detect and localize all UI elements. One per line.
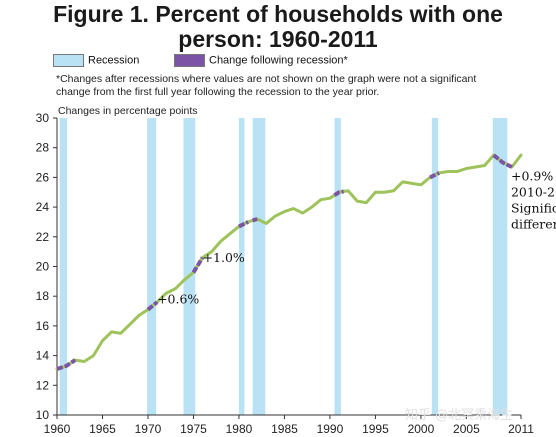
data-point-1965 bbox=[101, 339, 104, 342]
highlight-segment-4 bbox=[251, 217, 258, 223]
data-point-2005 bbox=[465, 167, 468, 170]
title-line-2: person: 1960-2011 bbox=[178, 26, 378, 52]
y-tick-label-4: 18 bbox=[36, 289, 50, 303]
data-point-1973 bbox=[174, 287, 177, 290]
data-point-1988 bbox=[310, 205, 313, 209]
data-point-2003 bbox=[447, 170, 450, 173]
legend-item-change: Change following recession* bbox=[174, 54, 348, 68]
y-tick-label-2: 14 bbox=[36, 349, 50, 363]
annotation-2: +0.9%2010-2011Significantdifference bbox=[511, 168, 556, 231]
recession-band-0 bbox=[59, 118, 68, 415]
y-tick-label-6: 22 bbox=[36, 230, 50, 244]
highlight-segment-6 bbox=[429, 171, 440, 180]
data-point-1967 bbox=[119, 332, 122, 335]
data-point-1979 bbox=[228, 232, 232, 236]
y-tick-label-3: 16 bbox=[36, 319, 50, 333]
footnote-line-2: change from the first full year followin… bbox=[56, 86, 380, 98]
data-point-1972 bbox=[164, 292, 168, 295]
annotation-0-line-0: +0.6% bbox=[157, 292, 199, 307]
data-point-2006 bbox=[474, 165, 477, 169]
data-point-1986 bbox=[292, 207, 295, 210]
data-point-1997 bbox=[392, 189, 395, 192]
recession-swatch bbox=[53, 54, 84, 67]
data-point-1992 bbox=[346, 189, 350, 192]
highlight-segment-5 bbox=[333, 189, 344, 197]
recession-band-2 bbox=[183, 118, 196, 415]
x-tick-label-3: 1975 bbox=[180, 422, 207, 436]
data-point-1983 bbox=[265, 222, 268, 225]
x-tick-label-0: 1960 bbox=[44, 422, 71, 436]
recession-band-5 bbox=[334, 118, 341, 415]
data-point-2000 bbox=[419, 183, 423, 187]
highlight-segment-3 bbox=[238, 220, 249, 229]
data-point-1977 bbox=[210, 250, 213, 253]
y-tick-label-10: 30 bbox=[36, 111, 50, 125]
annotation-2-line-1: 2010-2011 bbox=[511, 184, 556, 199]
data-point-1969 bbox=[137, 314, 141, 317]
data-point-1963 bbox=[83, 360, 86, 363]
y-tick-label-5: 20 bbox=[36, 260, 50, 274]
legend-label-recession: Recession bbox=[88, 54, 140, 67]
data-point-1996 bbox=[383, 191, 386, 194]
x-tick-label-4: 1980 bbox=[226, 422, 253, 436]
data-point-1998 bbox=[401, 180, 404, 184]
y-tick-label-1: 12 bbox=[36, 378, 50, 392]
y-tick-label-8: 26 bbox=[36, 170, 50, 184]
y-tick-label-7: 24 bbox=[36, 200, 50, 214]
data-point-1995 bbox=[374, 191, 377, 194]
data-point-1964 bbox=[92, 354, 95, 357]
data-point-1985 bbox=[283, 210, 286, 213]
recession-band-1 bbox=[147, 118, 157, 415]
data-point-1968 bbox=[128, 323, 131, 326]
y-tick-label-0: 10 bbox=[36, 408, 50, 422]
x-tick-label-10: 2011 bbox=[508, 422, 534, 436]
x-tick-label-8: 2000 bbox=[408, 422, 435, 436]
highlight-segment-2 bbox=[191, 256, 205, 274]
x-tick-label-6: 1990 bbox=[317, 422, 344, 436]
data-point-2011 bbox=[519, 153, 523, 157]
watermark: 知乎 @北冥乘海生 bbox=[405, 408, 514, 423]
data-point-1990 bbox=[328, 196, 332, 200]
change-swatch bbox=[174, 54, 205, 67]
recession-band-7 bbox=[492, 118, 508, 415]
recession-band-3 bbox=[238, 118, 245, 415]
recession-band-4 bbox=[252, 118, 266, 415]
data-point-1999 bbox=[410, 182, 414, 185]
data-point-2007 bbox=[483, 164, 486, 167]
recession-band-6 bbox=[431, 118, 439, 415]
annotation-1: +1.0% bbox=[203, 250, 245, 265]
x-tick-label-1: 1965 bbox=[89, 422, 116, 436]
units-label: Changes in percentage points bbox=[58, 105, 198, 117]
annotation-1-line-0: +1.0% bbox=[203, 250, 245, 265]
annotation-2-line-2: Significant bbox=[511, 200, 556, 215]
data-point-1984 bbox=[274, 214, 277, 218]
annotation-2-line-0: +0.9% bbox=[511, 168, 553, 183]
chart-title: Figure 1. Percent of households with one… bbox=[0, 2, 556, 52]
x-tick-label-2: 1970 bbox=[135, 422, 162, 436]
x-tick-label-7: 1995 bbox=[362, 422, 389, 436]
series-line bbox=[55, 153, 523, 371]
data-point-1989 bbox=[319, 198, 323, 201]
data-point-1993 bbox=[356, 199, 359, 203]
y-tick-label-9: 28 bbox=[36, 141, 50, 155]
x-tick-label-9: 2005 bbox=[453, 422, 480, 436]
title-line-1: Figure 1. Percent of households with one bbox=[53, 1, 503, 27]
data-point-1978 bbox=[219, 240, 222, 243]
footnote: *Changes after recessions where values a… bbox=[56, 73, 552, 99]
annotation-0: +0.6% bbox=[157, 292, 199, 307]
legend-item-recession: Recession bbox=[53, 54, 139, 68]
highlight-segment-7 bbox=[492, 153, 513, 169]
highlight-segment-0 bbox=[56, 358, 77, 371]
data-point-2004 bbox=[456, 170, 459, 173]
data-point-1974 bbox=[183, 278, 186, 282]
annotation-2-line-3: difference bbox=[511, 216, 556, 231]
legend-label-change: Change following recession* bbox=[209, 54, 348, 67]
data-point-1987 bbox=[301, 211, 304, 215]
data-point-1966 bbox=[110, 330, 113, 334]
data-point-1994 bbox=[365, 201, 368, 204]
footnote-line-1: *Changes after recessions where values a… bbox=[56, 73, 477, 85]
x-tick-label-5: 1985 bbox=[271, 422, 298, 436]
highlight-segment-1 bbox=[146, 300, 159, 312]
